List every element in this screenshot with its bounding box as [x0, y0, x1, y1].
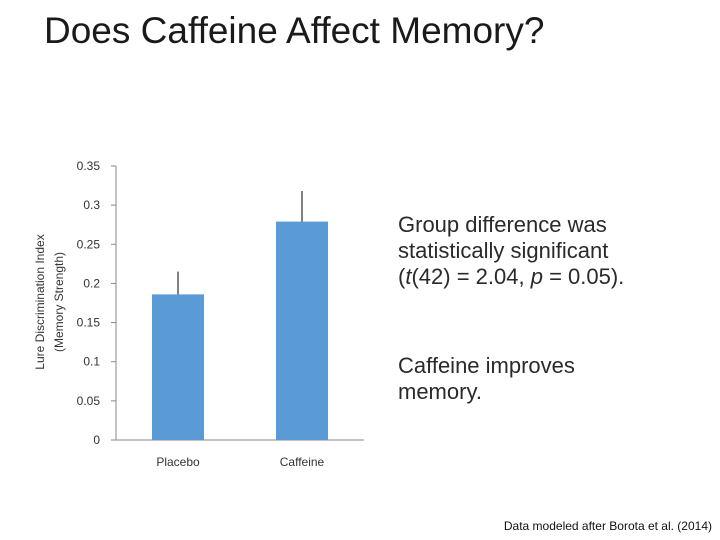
y-tick-label: 0.1	[83, 355, 100, 369]
y-tick-label: 0.05	[77, 394, 101, 408]
citation: Data modeled after Borota et al. (2014)	[503, 519, 712, 533]
y-tick-label: 0.2	[83, 276, 100, 290]
significance-line1: Group difference was	[398, 212, 607, 237]
slide-title: Does Caffeine Affect Memory?	[44, 10, 545, 51]
p-symbol: p	[530, 264, 543, 289]
conclusion-line1: Caffeine improves	[398, 353, 575, 378]
y-axis-label-line2: (Memory Strength)	[52, 252, 66, 352]
category-label-placebo: Placebo	[156, 455, 200, 469]
conclusion-line2: memory.	[398, 379, 482, 404]
bar-placebo	[152, 294, 204, 440]
bar-caffeine	[276, 221, 328, 440]
bars	[152, 191, 328, 440]
category-label-caffeine: Caffeine	[280, 455, 325, 469]
category-labels: Placebo Caffeine	[156, 455, 324, 469]
y-axis-label-line1: Lure Discrimination Index	[33, 234, 47, 369]
y-tick-label: 0.3	[83, 198, 100, 212]
conclusion-text: Caffeine improves memory.	[398, 353, 658, 405]
y-tick-label: 0.25	[77, 237, 101, 251]
y-axis-ticks: 0 0.05 0.1 0.15 0.2 0.25 0.3 0.35	[77, 159, 116, 447]
y-axis-label: Lure Discrimination Index (Memory Streng…	[33, 234, 66, 369]
p-value: = 0.05).	[542, 264, 625, 289]
t-symbol: t	[405, 264, 412, 289]
y-tick-label: 0.15	[77, 316, 101, 330]
significance-line2: statistically significant	[398, 238, 609, 263]
t-value: (42) = 2.04,	[411, 264, 531, 289]
stat-open: (	[398, 264, 406, 289]
y-tick-label: 0	[93, 433, 100, 447]
y-tick-label: 0.35	[77, 159, 101, 173]
significance-text: Group difference was statistically signi…	[398, 212, 698, 290]
